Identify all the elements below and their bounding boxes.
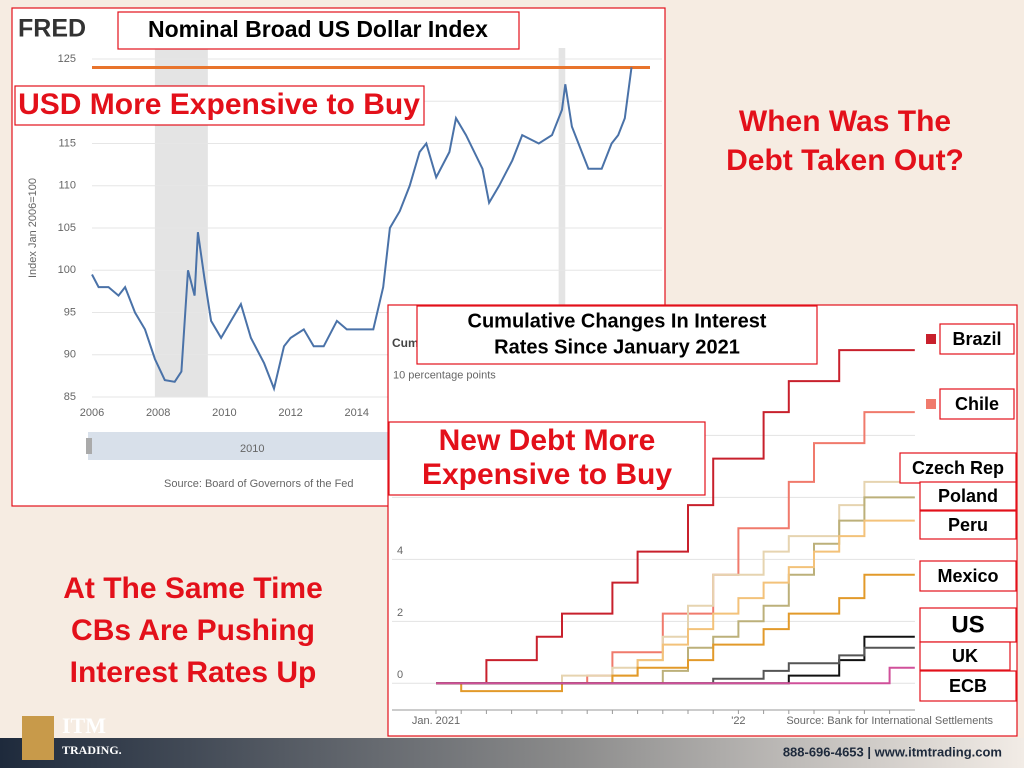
- x-tick-label: 2006: [80, 407, 104, 419]
- x-tick-label: Jan. 2021: [412, 715, 460, 727]
- recession-shade: [558, 48, 566, 397]
- x-tick-label: '22: [731, 715, 745, 727]
- legend-label: US: [951, 611, 984, 638]
- legend-label: ECB: [949, 676, 987, 696]
- x-tick-label: 2012: [278, 407, 302, 419]
- heading: Debt Taken Out?: [726, 144, 964, 177]
- legend-label: Czech Rep: [912, 458, 1004, 478]
- contact: 888-696-4653 | www.itmtrading.com: [783, 744, 1002, 759]
- heading: Interest Rates Up: [70, 656, 317, 689]
- footer: [0, 738, 1024, 768]
- step-line: [436, 573, 915, 693]
- legend-swatch: [926, 334, 936, 344]
- logo-icon: [22, 716, 54, 760]
- source: Source: Bank for International Settlemen…: [786, 715, 993, 727]
- label-box: [919, 670, 1017, 702]
- label-box: [939, 388, 1015, 420]
- y-tick-label: 95: [64, 306, 76, 318]
- x-tick-label: 2008: [146, 407, 170, 419]
- legend-label: Poland: [938, 486, 998, 506]
- chart-title: Rates Since January 2021: [494, 336, 740, 358]
- y-tick-label: 100: [58, 264, 76, 276]
- y-tick-label: 0: [397, 669, 403, 681]
- y-tick-label: 2: [397, 607, 403, 619]
- legend-label: UK: [952, 646, 978, 666]
- label-box: [919, 481, 1017, 511]
- legend-label: Mexico: [937, 566, 998, 586]
- logo: ITM: [62, 713, 106, 738]
- annotation: Expensive to Buy: [422, 458, 672, 491]
- label-box: [117, 11, 520, 50]
- y-tick-label: 115: [58, 137, 76, 149]
- label-box: [416, 305, 818, 365]
- annotation: New Debt More: [439, 424, 656, 457]
- data-line: [91, 67, 633, 392]
- x-tick-label: 2010: [212, 407, 236, 419]
- heading: When Was The: [739, 105, 951, 138]
- label-box: [388, 421, 706, 496]
- y-tick-label: 85: [64, 391, 76, 403]
- chart-title: Cumulative Changes In Interest: [468, 310, 767, 332]
- label-box: [939, 323, 1015, 355]
- label-box: [899, 452, 1017, 484]
- tab: Cum: [392, 336, 419, 350]
- logo: TRADING.: [62, 743, 122, 757]
- range-handle: [86, 438, 92, 454]
- label-box: [919, 510, 1017, 540]
- y-tick-label: 90: [64, 349, 76, 361]
- brand: FRED: [18, 15, 86, 43]
- legend-label: Chile: [955, 394, 999, 414]
- y-tick-label: 110: [58, 180, 76, 192]
- heading: CBs Are Pushing: [71, 614, 315, 647]
- y-tick-label: 125: [58, 53, 76, 65]
- source: Source: Board of Governors of the Fed: [164, 478, 354, 490]
- legend-label: Peru: [948, 515, 988, 535]
- label-box: [919, 560, 1017, 592]
- heading: At The Same Time: [63, 572, 323, 605]
- legend-swatch: [926, 399, 936, 409]
- y-tick-label: 105: [58, 222, 76, 234]
- y-axis-label: Index Jan 2006=100: [27, 178, 39, 278]
- label-box: [919, 641, 1011, 671]
- label-box: [14, 85, 425, 126]
- top-label: 10 percentage points: [393, 369, 496, 381]
- x-tick-label: 2014: [345, 407, 369, 419]
- legend-label: Brazil: [952, 329, 1001, 349]
- y-tick-label: 4: [397, 545, 403, 557]
- step-line: [436, 666, 915, 685]
- slider-label: 2010: [240, 443, 264, 455]
- step-line: [436, 349, 915, 685]
- chart-title: Nominal Broad US Dollar Index: [148, 16, 488, 42]
- annotation: USD More Expensive to Buy: [18, 88, 420, 121]
